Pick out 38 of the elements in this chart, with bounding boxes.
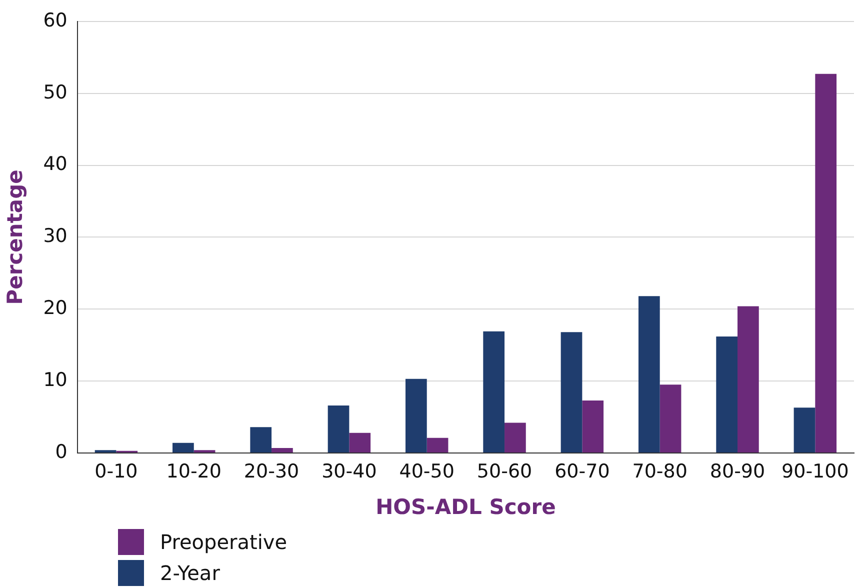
- y-tick-label: 40: [43, 153, 68, 176]
- bar: [504, 422, 526, 452]
- bar: [426, 438, 448, 452]
- bar: [406, 378, 427, 452]
- bar: [815, 74, 837, 452]
- bar: [483, 331, 505, 452]
- bar: [794, 408, 816, 452]
- bar: [172, 442, 194, 452]
- bar: [560, 332, 582, 452]
- x-tick-label: 60-70: [554, 460, 610, 482]
- bar: [638, 296, 660, 452]
- x-axis-title: HOS-ADL Score: [376, 494, 556, 519]
- y-tick-label: 10: [43, 369, 68, 392]
- y-axis-title: Percentage: [3, 170, 28, 305]
- x-tick-label: 70-80: [632, 460, 688, 482]
- legend-label: Preoperative: [160, 530, 288, 554]
- bar: [272, 448, 293, 452]
- legend-label: 2-Year: [160, 560, 220, 584]
- y-tick-label: 50: [43, 81, 68, 104]
- bar: [660, 384, 682, 452]
- bar: [738, 306, 759, 452]
- bar: [328, 406, 350, 452]
- bar: [716, 336, 738, 452]
- x-tick-label: 0-10: [94, 460, 138, 482]
- y-tick-label: 20: [43, 297, 68, 320]
- x-tick-label: 20-30: [244, 460, 300, 482]
- bar: [582, 400, 604, 452]
- x-tick-label: 50-60: [476, 460, 532, 482]
- y-tick-label: 60: [43, 9, 68, 32]
- y-tick-label: 30: [43, 225, 68, 248]
- bar: [349, 432, 371, 452]
- bar: [250, 427, 272, 452]
- x-tick-label: 30-40: [322, 460, 377, 482]
- x-tick-label: 40-50: [399, 460, 454, 482]
- y-tick-label: 0: [55, 440, 68, 463]
- x-tick-label: 10-20: [166, 460, 222, 482]
- x-tick-label: 90-100: [782, 460, 849, 482]
- x-tick-label: 80-90: [710, 460, 766, 482]
